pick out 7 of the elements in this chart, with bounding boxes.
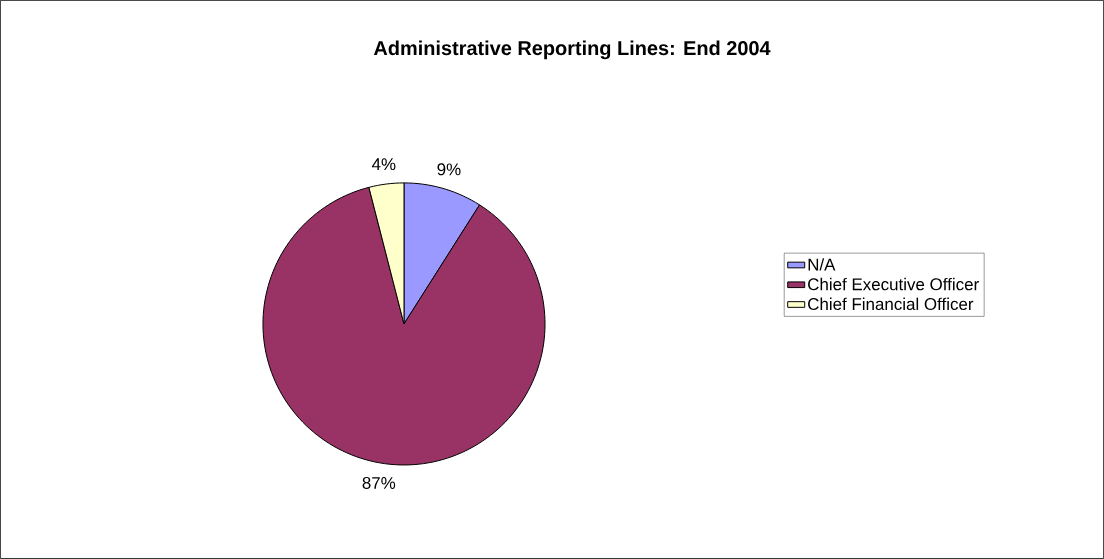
data-label: 87% — [362, 477, 396, 490]
legend-label: Chief Executive Officer — [808, 277, 979, 291]
data-label: 9% — [437, 163, 461, 176]
legend-label: Chief Financial Officer — [808, 297, 974, 311]
legend-label: N/A — [808, 258, 836, 271]
chart-title: Administrative Reporting Lines: End 2004 — [373, 40, 771, 60]
data-label: 4% — [371, 158, 396, 171]
